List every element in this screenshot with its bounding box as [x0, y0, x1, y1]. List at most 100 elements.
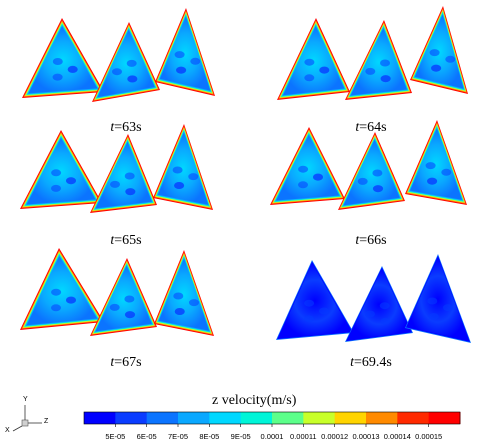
colorbar-tick-label: 0.00014: [383, 432, 411, 441]
vortex-blotch: [428, 313, 439, 320]
time-caption-1: t=64s: [355, 120, 387, 135]
colorbar-swatch: [240, 412, 273, 424]
vortex-blotch: [51, 169, 62, 177]
vortex-blotch: [52, 58, 63, 65]
vortex-blotch: [127, 75, 138, 83]
axis-z-label: Z: [44, 418, 49, 425]
time-caption-2: t=65s: [110, 233, 142, 248]
time-caption-3: t=66s: [355, 233, 387, 248]
axis-y-label: Y: [23, 396, 28, 403]
vortex-blotch: [189, 299, 199, 307]
vortex-blotch: [319, 66, 330, 74]
vortex-blotch: [365, 67, 376, 75]
contour-core: [157, 132, 209, 205]
colorbar-swatch: [209, 412, 242, 424]
vortex-blotch: [112, 68, 122, 76]
colorbar-tick-label: 0.00013: [352, 432, 380, 441]
colorbar-tick-label: 7E-05: [167, 432, 189, 441]
colorbar-swatch: [397, 412, 430, 424]
vortex-blotch: [425, 162, 436, 170]
colorbar-swatch: [366, 412, 398, 424]
colorbar-tick-label: 0.0001: [260, 432, 284, 441]
vortex-blotch: [125, 188, 136, 196]
vortex-blotch: [52, 73, 63, 81]
colorbar-tick-label: 8E-05: [199, 432, 220, 441]
vortex-blotch: [51, 184, 61, 192]
contour-core: [347, 268, 411, 341]
vortex-blotch: [365, 310, 375, 318]
vortex-blotch: [427, 177, 437, 185]
vortex-blotch: [304, 74, 315, 82]
contour-core: [158, 258, 210, 331]
vortex-blotch: [190, 57, 201, 65]
time-caption-4: t=67s: [110, 355, 142, 370]
contour-core: [350, 28, 407, 96]
contour-core: [26, 256, 98, 326]
vortex-blotch: [51, 304, 61, 312]
vortex-blotch: [357, 177, 368, 185]
vortex-blotch: [110, 180, 120, 188]
colorbar-tick-label: 6E-05: [136, 432, 157, 441]
colorbar-swatch: [334, 412, 367, 424]
colorbar-tick-label: 5E-05: [105, 432, 126, 441]
contour-core: [97, 29, 155, 98]
axes-triad-icon: [12, 405, 42, 432]
colorbar-tick-label: 0.00015: [415, 432, 443, 441]
vortex-blotch: [188, 173, 199, 181]
vortex-blotch: [126, 59, 137, 67]
vortex-blotch: [319, 307, 329, 315]
contour-core: [278, 263, 352, 339]
vortex-blotch: [304, 315, 314, 323]
vortex-blotch: [372, 169, 383, 177]
colorbar-tick-label: 0.00012: [321, 432, 349, 441]
colorbar-swatch: [178, 412, 210, 424]
colorbar-title: z velocity(m/s): [212, 393, 297, 408]
vortex-blotch: [174, 308, 185, 315]
vortex-blotch: [304, 58, 315, 66]
colorbar-swatch: [84, 412, 116, 424]
contour-core: [410, 128, 463, 200]
vortex-blotch: [176, 66, 186, 74]
vortex-blotch: [66, 296, 76, 304]
time-caption-5: t=69.4s: [350, 355, 392, 370]
colorbar-swatch: [115, 412, 148, 424]
time-caption-0: t=63s: [110, 120, 142, 135]
vortex-blotch: [124, 295, 135, 303]
vortex-blotch: [429, 49, 440, 57]
axis-x-label: X: [5, 427, 10, 434]
vortex-blotch: [380, 75, 391, 83]
vortex-blotch: [66, 177, 76, 185]
vortex-blotch: [443, 304, 453, 312]
vortex-blotch: [172, 166, 183, 174]
contour-core: [159, 16, 211, 91]
vortex-blotch: [431, 64, 441, 72]
vortex-blotch: [298, 165, 309, 173]
vortex-blotch: [124, 172, 135, 180]
colorbar-tick-label: 9E-05: [230, 432, 251, 441]
vortex-blotch: [380, 59, 390, 67]
vortex-blotch: [298, 181, 308, 189]
colorbar-swatch: [272, 412, 304, 424]
colorbar-swatch: [146, 412, 179, 424]
vortex-blotch: [174, 51, 185, 59]
vortex-blotch: [372, 185, 383, 193]
contour-core: [95, 142, 152, 209]
vortex-blotch: [445, 55, 456, 63]
vortex-blotch: [304, 299, 315, 307]
vortex-blotch: [124, 311, 135, 319]
contour-core: [343, 139, 400, 206]
vortex-blotch: [67, 66, 78, 73]
colorbar-swatch: [428, 412, 461, 424]
vortex-blotch: [441, 168, 452, 176]
contour-core: [407, 257, 469, 341]
contour-core: [26, 138, 96, 205]
vortex-blotch: [427, 297, 438, 305]
vortex-blotch: [51, 288, 62, 296]
vortex-blotch: [109, 303, 120, 311]
